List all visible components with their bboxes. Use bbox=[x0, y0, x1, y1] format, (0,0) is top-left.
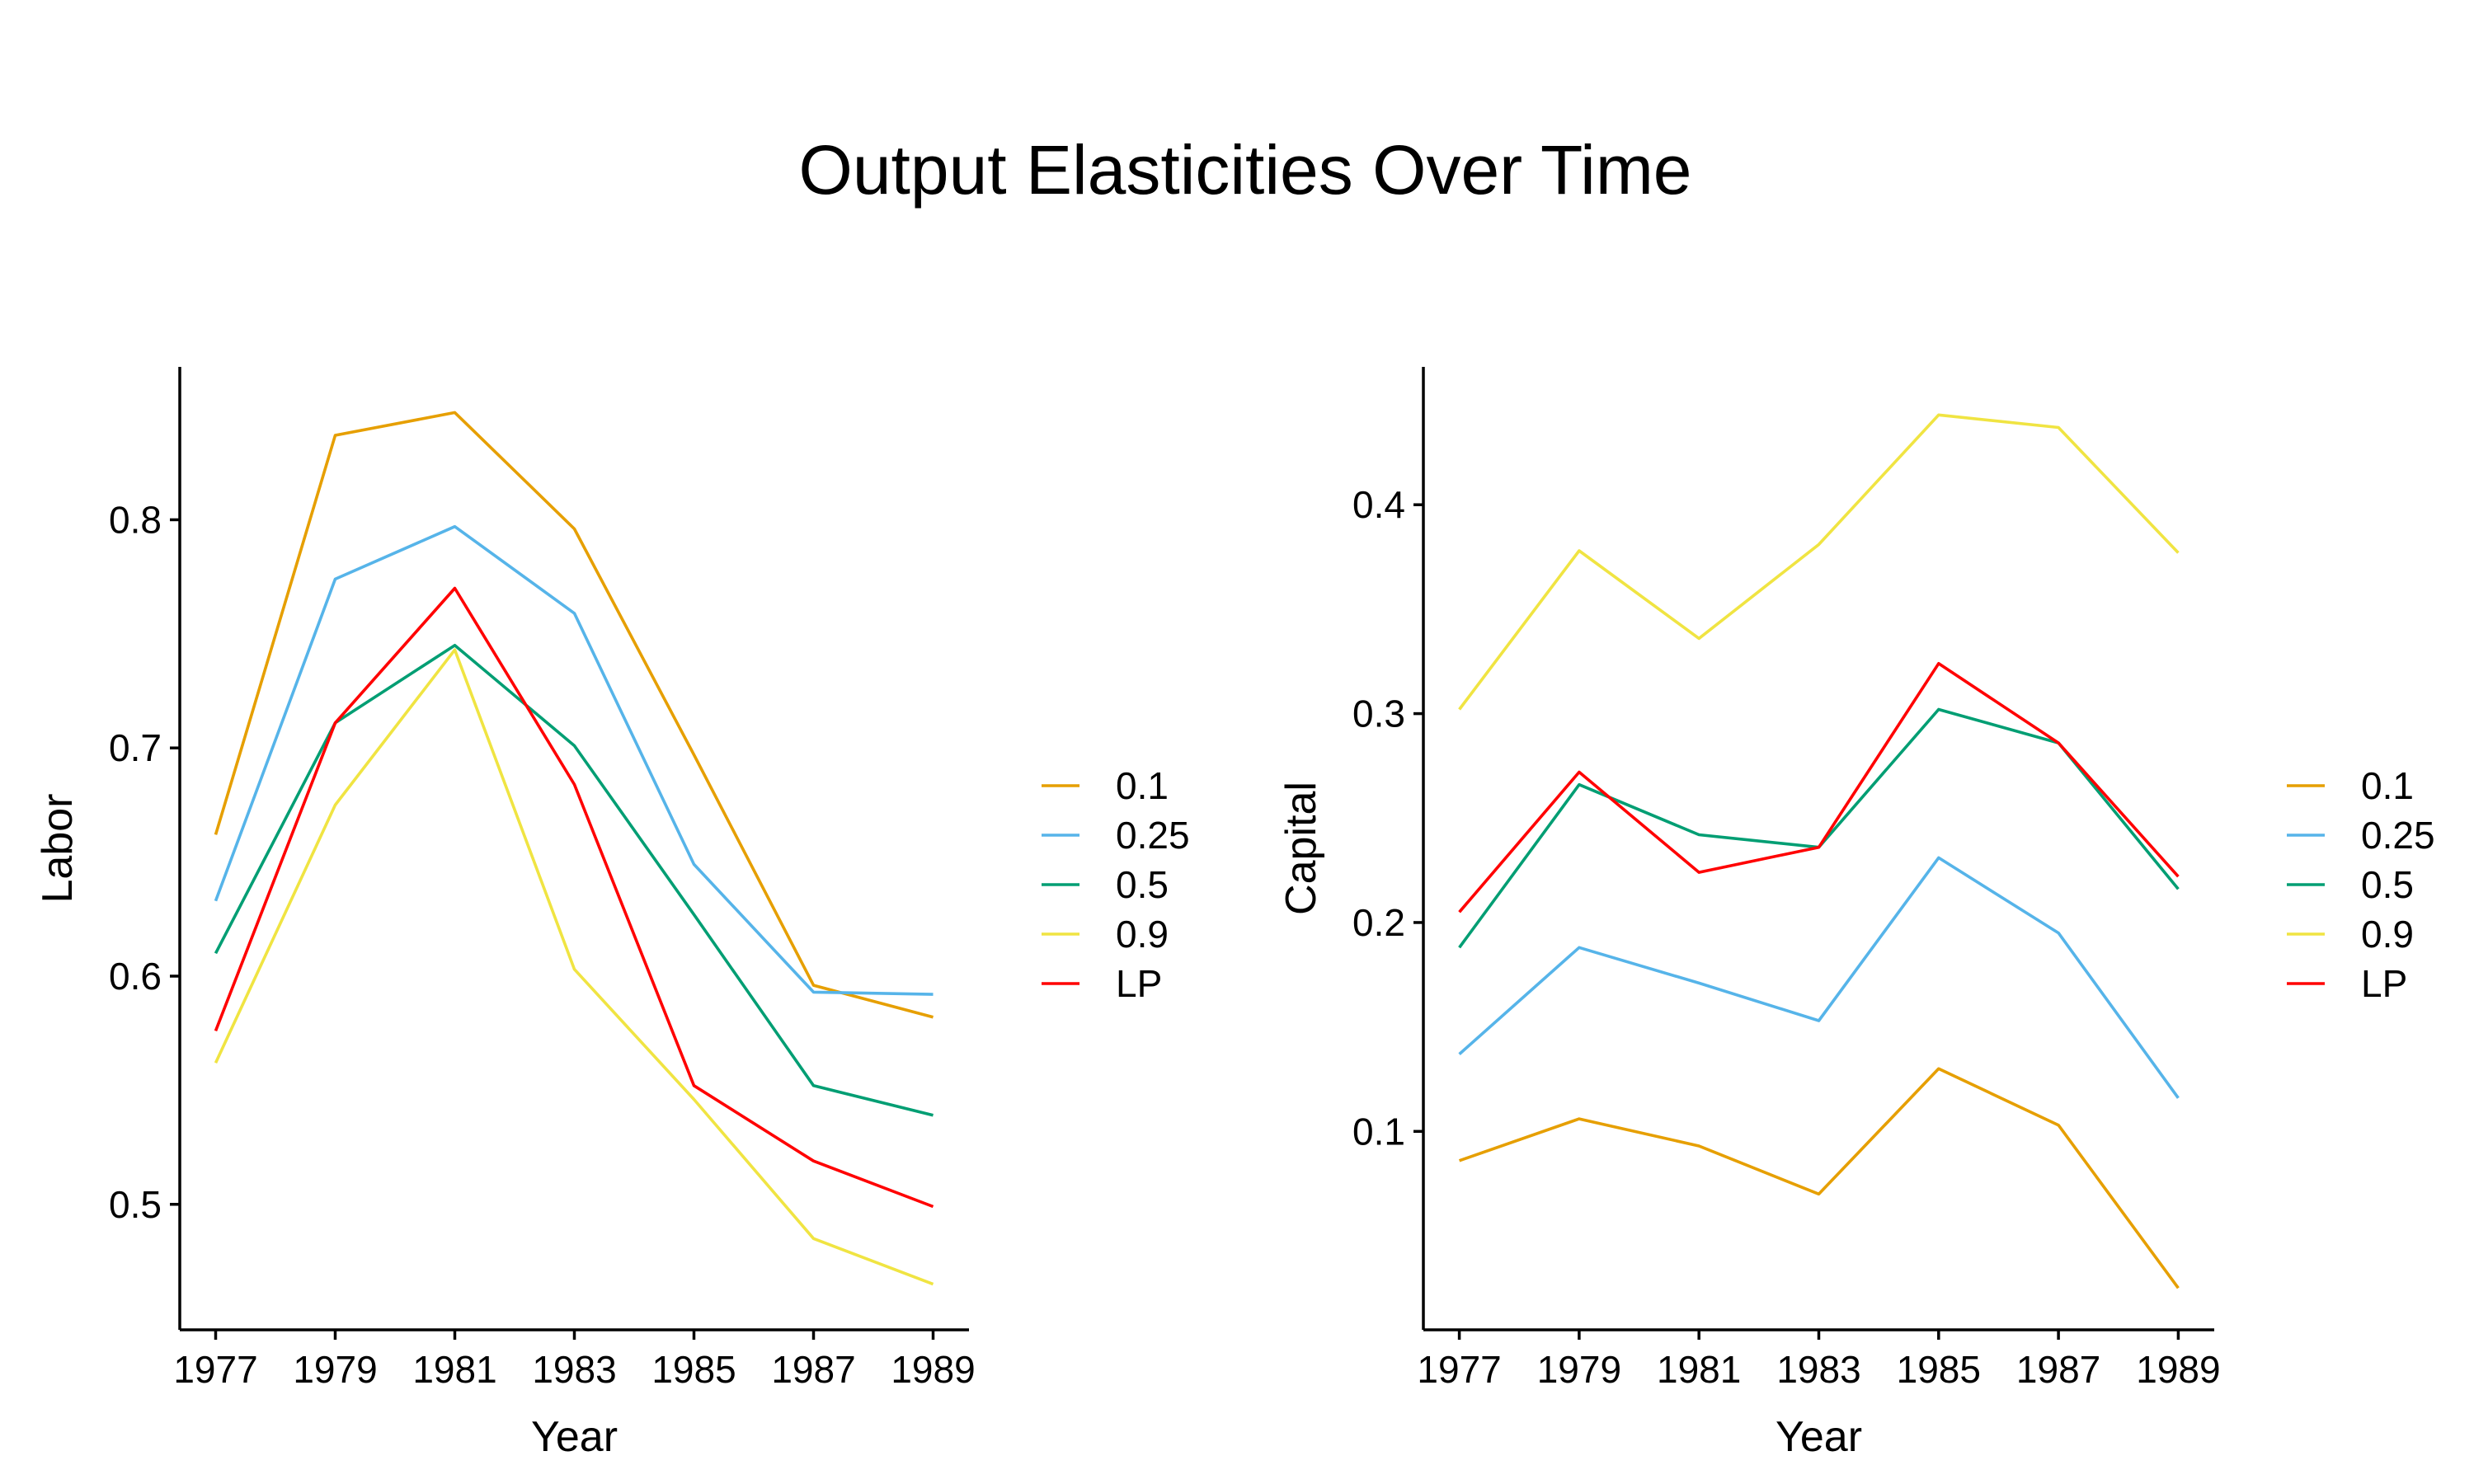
labor-x-tick-label: 1989 bbox=[891, 1348, 975, 1391]
labor-y-tick-label: 0.6 bbox=[109, 955, 162, 998]
labor-y-tick-label: 0.7 bbox=[109, 726, 162, 769]
labor-y-tick-label: 0.5 bbox=[109, 1183, 162, 1226]
labor-panel: 0.5 0.6 0.7 0.8 1977 1979 1981 1983 1985 1987 1989… bbox=[34, 367, 1190, 1461]
labor-x-tick-label: 1981 bbox=[412, 1348, 496, 1391]
labor-x-tick-label: 1985 bbox=[651, 1348, 736, 1391]
capital-y-tick-label: 0.1 bbox=[1352, 1110, 1405, 1153]
capital-legend-label: 0.9 bbox=[2361, 913, 2414, 956]
capital-x-tick-label: 1977 bbox=[1417, 1348, 1501, 1391]
capital-x-tick-label: 1989 bbox=[2136, 1348, 2220, 1391]
capital-y-tick-label: 0.2 bbox=[1352, 901, 1405, 944]
capital-y-axis-title: Capital bbox=[1277, 782, 1325, 915]
labor-x-axis-title: Year bbox=[531, 1413, 618, 1461]
capital-y-tick-label: 0.4 bbox=[1352, 483, 1405, 526]
labor-x-tick-label: 1979 bbox=[293, 1348, 377, 1391]
labor-legend-label: 0.25 bbox=[1116, 814, 1190, 857]
capital-series-line-0-9 bbox=[1458, 413, 2180, 711]
chart-title: Output Elasticities Over Time bbox=[798, 131, 1691, 209]
capital-x-tick-label: 1981 bbox=[1657, 1348, 1741, 1391]
capital-legend-label: 0.5 bbox=[2361, 863, 2414, 906]
labor-y-axis-title: Labor bbox=[34, 794, 82, 904]
labor-legend-label: LP bbox=[1116, 962, 1162, 1005]
capital-panel: 0.1 0.2 0.3 0.4 1977 1979 1981 1983 1985 1987 1989… bbox=[1277, 367, 2435, 1461]
labor-series-line-0-9 bbox=[214, 648, 934, 1286]
capital-series-line-0-1 bbox=[1459, 1067, 2180, 1289]
labor-x-tick-label: 1987 bbox=[771, 1348, 855, 1391]
labor-legend-label: 0.9 bbox=[1116, 913, 1169, 956]
capital-series-line-lp bbox=[1458, 661, 2180, 913]
labor-legend: 0.1 0.25 0.5 0.9 LP bbox=[1042, 764, 1190, 1005]
capital-x-tick-label: 1987 bbox=[2016, 1348, 2100, 1391]
capital-x-tick-label: 1979 bbox=[1537, 1348, 1621, 1391]
labor-series-line-0-1 bbox=[214, 411, 934, 1019]
labor-series-line-0-5 bbox=[214, 643, 934, 1117]
labor-series-line-lp bbox=[214, 586, 934, 1209]
labor-x-tick-label: 1977 bbox=[173, 1348, 257, 1391]
labor-series-line-0-25 bbox=[214, 524, 934, 996]
capital-x-tick-label: 1985 bbox=[1897, 1348, 1981, 1391]
capital-legend-label: 0.1 bbox=[2361, 764, 2414, 807]
capital-legend: 0.1 0.25 0.5 0.9 LP bbox=[2287, 764, 2435, 1005]
capital-y-tick-label: 0.3 bbox=[1352, 693, 1405, 735]
capital-x-tick-label: 1983 bbox=[1776, 1348, 1860, 1391]
capital-legend-label: LP bbox=[2361, 962, 2407, 1005]
labor-legend-label: 0.1 bbox=[1116, 764, 1169, 807]
capital-legend-label: 0.25 bbox=[2361, 814, 2435, 857]
labor-x-tick-label: 1983 bbox=[532, 1348, 616, 1391]
capital-series-line-0-25 bbox=[1458, 856, 2180, 1099]
labor-legend-label: 0.5 bbox=[1116, 863, 1169, 906]
capital-series-line-0-5 bbox=[1458, 707, 2180, 949]
labor-y-tick-label: 0.8 bbox=[109, 498, 162, 541]
capital-x-axis-title: Year bbox=[1776, 1413, 1862, 1461]
